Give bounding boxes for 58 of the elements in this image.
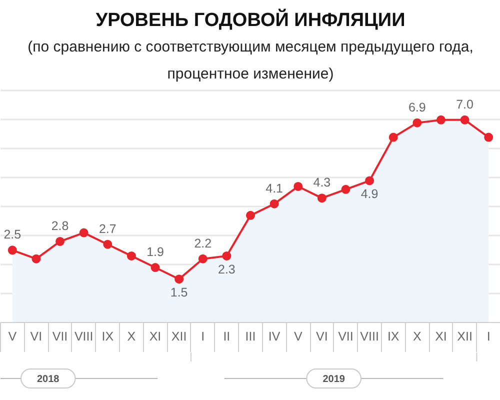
x-tick-label: X (127, 330, 136, 344)
x-tick-label: VIII (360, 330, 379, 344)
data-label: 4.9 (360, 187, 378, 202)
data-label: 2.7 (98, 222, 116, 236)
point (412, 118, 422, 128)
point (484, 132, 494, 142)
point (174, 274, 184, 284)
point (198, 254, 208, 264)
point (150, 263, 160, 272)
x-tick-label: IX (102, 330, 114, 344)
point (317, 194, 326, 203)
x-tick-label: III (245, 330, 256, 344)
text: 2019 (322, 374, 346, 385)
x-tick-label: II (223, 330, 230, 344)
data-label: 1.9 (146, 245, 164, 260)
point (294, 182, 303, 191)
data-label: 6.9 (408, 100, 426, 114)
point (8, 246, 17, 255)
point (436, 115, 446, 124)
x-tick-label: XI (149, 330, 162, 344)
point (222, 251, 232, 260)
point (270, 199, 279, 208)
chart-title: УРОВЕНЬ ГОДОВОЙ ИНФЛЯЦИИ (96, 8, 406, 31)
x-tick-label: XI (435, 330, 447, 344)
point (246, 210, 255, 220)
data-label: 2.3 (218, 262, 236, 276)
point (460, 115, 470, 124)
x-tick-label: V (294, 330, 303, 344)
x-tick-label: XII (457, 330, 472, 344)
data-label: 4.1 (266, 181, 284, 196)
x-tick-label: IV (268, 330, 281, 344)
x-tick-label: V (8, 330, 18, 344)
point (32, 254, 41, 264)
text: 2018 (36, 374, 60, 385)
data-label: 7.0 (456, 97, 474, 112)
x-tick-label: I (201, 330, 205, 344)
x-tick-label: VIII (74, 330, 94, 344)
point (388, 132, 398, 142)
x-tick-label: I (486, 330, 490, 344)
point (56, 236, 65, 246)
x-tick-label: VI (30, 330, 42, 344)
data-label: 2.2 (194, 236, 212, 250)
x-tick-label: IX (387, 330, 400, 344)
point (79, 228, 88, 238)
data-label: 1.5 (170, 286, 188, 300)
x-tick-label: X (413, 330, 422, 344)
data-label: 4.3 (313, 176, 331, 190)
x-tick-label: VII (52, 330, 68, 344)
point (365, 176, 374, 186)
x-tick-label: VII (338, 330, 354, 344)
x-tick-label: VI (316, 330, 328, 344)
point (341, 184, 350, 194)
x-tick-label: XII (171, 330, 187, 344)
chart-subtitle: (по сравнению с соответствующим месяцем предыдущего года, процентное изменение) (28, 38, 474, 83)
data-label: 2.8 (51, 218, 69, 233)
data-label: 2.5 (4, 228, 22, 242)
point (126, 251, 136, 260)
point (103, 240, 112, 249)
